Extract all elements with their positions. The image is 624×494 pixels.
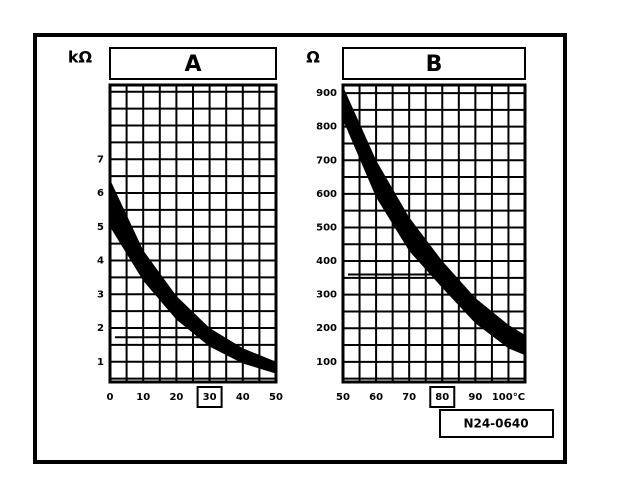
highlight-box: [196, 386, 223, 408]
x-tick-label: 50: [269, 392, 283, 403]
x-tick-label: 90: [468, 392, 482, 403]
x-tick-label: 70: [402, 392, 416, 403]
x-tick-label: 40: [236, 392, 250, 403]
x-tick-label: 60: [369, 392, 383, 403]
highlight-box: [429, 386, 456, 408]
figure-label: N24-0640: [463, 417, 528, 431]
x-tick-label: 100°C: [492, 392, 525, 403]
y-tick-label: 5: [97, 222, 104, 233]
curve-band: [110, 179, 276, 374]
x-tick-label: 30: [203, 392, 217, 403]
x-tick-label: 0: [107, 392, 114, 403]
y-tick-label: 800: [316, 122, 337, 133]
x-tick-label: 50: [336, 392, 350, 403]
y-axis-title: kΩ: [68, 48, 93, 67]
y-tick-label: 900: [316, 88, 337, 99]
y-tick-label: 500: [316, 222, 337, 233]
y-tick-label: 100: [316, 357, 337, 368]
label-box: [439, 409, 554, 438]
y-tick-label: 3: [97, 289, 104, 300]
header-box: [109, 47, 277, 80]
x-tick-label: 10: [136, 392, 150, 403]
panel-title: A: [184, 52, 201, 77]
y-axis-title: Ω: [306, 48, 320, 67]
y-tick-label: 1: [97, 357, 104, 368]
y-tick-label: 7: [97, 154, 104, 165]
y-tick-label: 700: [316, 155, 337, 166]
y-tick-label: 400: [316, 256, 337, 267]
y-tick-label: 200: [316, 323, 337, 334]
y-tick-label: 2: [97, 323, 104, 334]
y-tick-label: 6: [97, 188, 104, 199]
y-tick-label: 4: [97, 256, 104, 267]
curve-band: [343, 86, 525, 356]
panel-title: B: [426, 52, 443, 77]
y-tick-label: 300: [316, 290, 337, 301]
x-tick-label: 80: [435, 392, 449, 403]
x-tick-label: 20: [169, 392, 183, 403]
header-box: [342, 47, 526, 80]
y-tick-label: 600: [316, 189, 337, 200]
